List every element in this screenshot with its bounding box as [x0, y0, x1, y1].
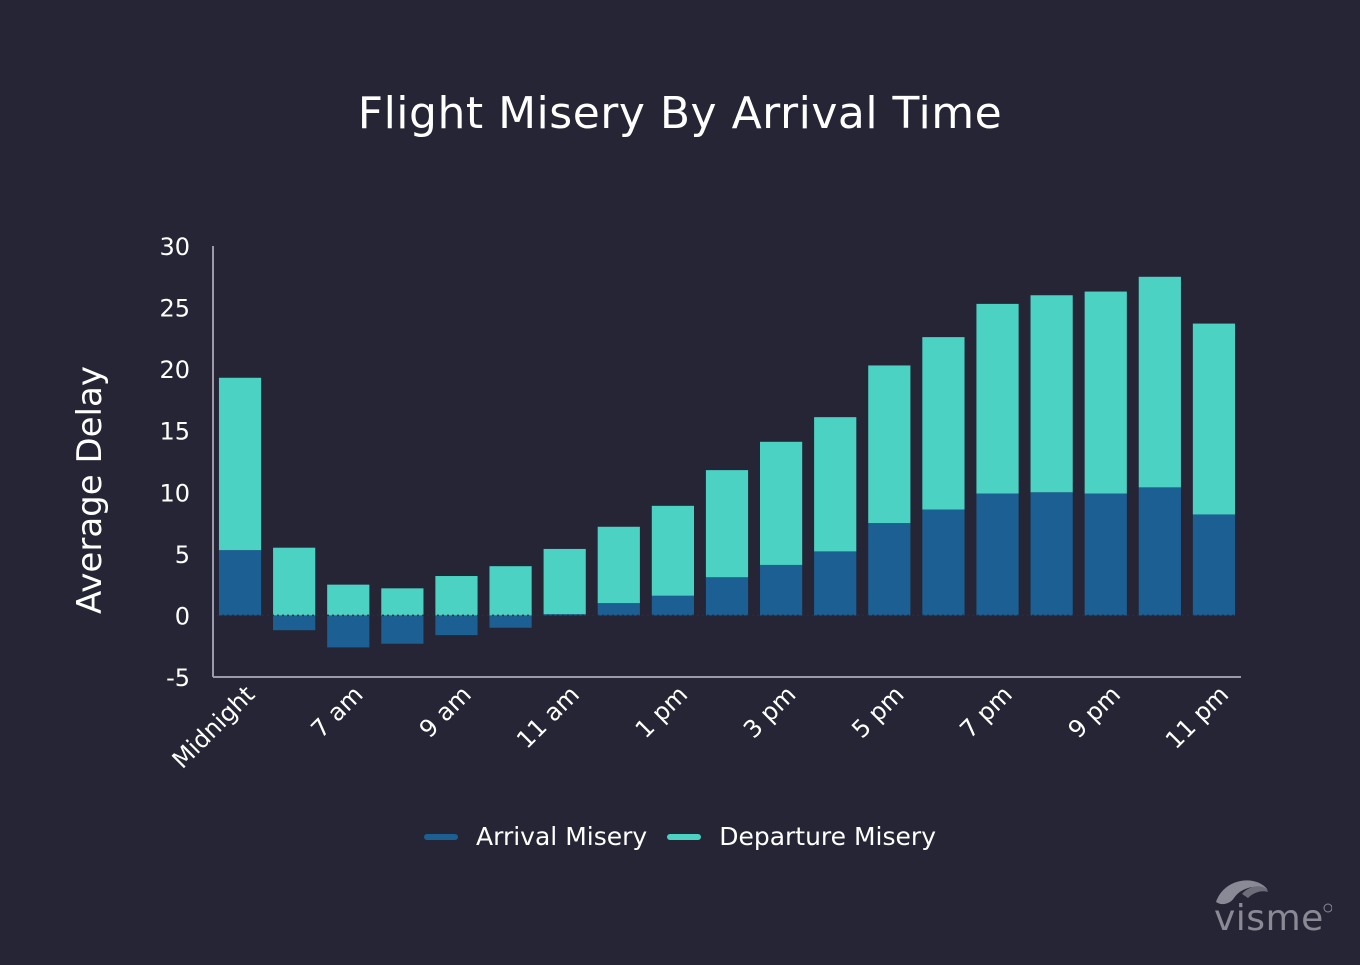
bar-arrival-7[interactable] — [597, 603, 640, 616]
y-tick-label-6: 0 — [175, 602, 190, 630]
chart-title: Flight Misery By Arrival Time — [357, 88, 1003, 139]
bar-arrival-15[interactable] — [1030, 492, 1073, 616]
x-tick-label-1: 7 am — [306, 680, 369, 743]
y-tick-label-0: 30 — [159, 233, 190, 261]
x-tick-label-4: 1 pm — [630, 680, 693, 743]
bar-departure-8[interactable] — [651, 505, 694, 596]
visme-logo-icon — [1216, 880, 1332, 913]
bar-departure-9[interactable] — [705, 470, 749, 578]
x-tick-label-0: Midnight — [167, 680, 261, 774]
x-axis-ticks: Midnight 7 am 9 am 11 am 1 pm 3 pm 5 pm 7 pm 9 p… — [167, 680, 1234, 774]
bar-departure-11[interactable] — [814, 417, 857, 552]
bar-arrival-18[interactable] — [1192, 514, 1236, 616]
legend-item-arrival[interactable]: Arrival Misery — [424, 822, 647, 851]
legend-label-departure: Departure Misery — [719, 822, 936, 851]
bar-departure-3[interactable] — [381, 588, 424, 616]
bar-arrival-17[interactable] — [1138, 487, 1181, 616]
bars — [217, 276, 1237, 648]
legend-swatch-arrival — [424, 833, 459, 840]
bar-arrival-12[interactable] — [868, 523, 911, 616]
y-tick-label-5: 5 — [175, 541, 190, 569]
bar-departure-6[interactable] — [543, 548, 586, 615]
bar-departure-13[interactable] — [922, 337, 965, 510]
bar-arrival-5[interactable] — [489, 615, 532, 628]
bar-departure-2[interactable] — [327, 584, 370, 616]
y-tick-label-4: 10 — [159, 479, 190, 507]
legend-label-arrival: Arrival Misery — [476, 822, 648, 851]
legend-item-departure[interactable]: Departure Misery — [667, 822, 936, 851]
bar-arrival-10[interactable] — [760, 564, 803, 616]
brand-name: visme — [1214, 898, 1324, 939]
y-tick-label-2: 20 — [159, 356, 190, 384]
bar-arrival-6[interactable] — [543, 614, 586, 616]
y-tick-label-3: 15 — [159, 418, 190, 446]
y-tick-label-7: -5 — [166, 664, 190, 692]
bar-arrival-0[interactable] — [218, 550, 262, 616]
x-tick-label-3: 11 am — [511, 680, 585, 754]
bar-departure-16[interactable] — [1084, 291, 1127, 494]
bar-arrival-11[interactable] — [814, 551, 857, 616]
x-tick-label-6: 5 pm — [846, 680, 909, 743]
bar-arrival-1[interactable] — [273, 615, 316, 631]
bar-departure-4[interactable] — [435, 576, 478, 616]
bar-departure-15[interactable] — [1030, 295, 1073, 493]
bar-departure-1[interactable] — [273, 547, 316, 616]
x-tick-label-7: 7 pm — [954, 680, 1017, 743]
bar-arrival-4[interactable] — [435, 615, 478, 636]
bar-arrival-2[interactable] — [327, 615, 370, 648]
bar-departure-17[interactable] — [1138, 276, 1181, 488]
x-tick-label-8: 9 pm — [1063, 680, 1126, 743]
y-axis-label: Average Delay — [70, 366, 110, 614]
bar-departure-5[interactable] — [489, 566, 532, 616]
x-tick-label-5: 3 pm — [738, 680, 801, 743]
bar-arrival-16[interactable] — [1084, 493, 1127, 616]
bar-arrival-13[interactable] — [922, 509, 965, 616]
bar-departure-14[interactable] — [976, 303, 1019, 494]
bar-arrival-14[interactable] — [976, 493, 1019, 616]
axes — [212, 246, 1241, 678]
x-tick-label-2: 9 am — [414, 680, 477, 743]
bar-departure-0[interactable] — [218, 377, 262, 551]
bar-arrival-8[interactable] — [651, 595, 694, 616]
bar-departure-10[interactable] — [760, 441, 803, 565]
bar-departure-7[interactable] — [597, 526, 640, 604]
bar-departure-12[interactable] — [868, 365, 911, 524]
x-tick-label-9: 11 pm — [1160, 680, 1234, 754]
bar-arrival-3[interactable] — [381, 615, 424, 644]
bar-arrival-9[interactable] — [705, 577, 749, 616]
legend-swatch-departure — [667, 833, 702, 840]
y-axis-ticks: 30 25 20 15 10 5 0 -5 — [159, 233, 190, 692]
legend: Arrival Misery Departure Misery — [0, 822, 1360, 851]
y-tick-label-1: 25 — [159, 295, 190, 323]
bar-departure-18[interactable] — [1192, 323, 1236, 515]
